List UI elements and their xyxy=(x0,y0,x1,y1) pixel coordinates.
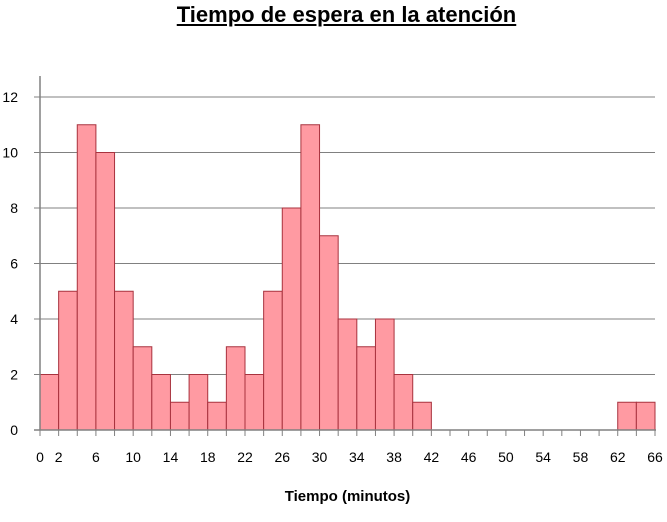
x-tick-label: 50 xyxy=(498,449,514,465)
x-tick-label: 2 xyxy=(55,449,63,465)
x-tick-label: 42 xyxy=(424,449,440,465)
histogram-bar xyxy=(225,346,246,431)
x-tick-label: 26 xyxy=(274,449,290,465)
x-tick-label: 46 xyxy=(461,449,477,465)
chart-title: Tiempo de espera en la atención xyxy=(176,2,517,27)
y-tick-label: 12 xyxy=(2,89,18,105)
x-tick-label: 6 xyxy=(92,449,100,465)
histogram-bar xyxy=(244,374,265,431)
histogram-bar xyxy=(300,124,321,431)
histogram-bar xyxy=(393,374,414,431)
x-tick-label: 54 xyxy=(535,449,551,465)
histogram-bar xyxy=(617,401,637,431)
histogram-bar xyxy=(151,374,171,431)
x-tick-label: 66 xyxy=(647,449,663,465)
histogram-bar xyxy=(263,290,283,431)
histogram-bar xyxy=(635,401,656,431)
histogram-bar xyxy=(412,401,432,431)
histogram-bar xyxy=(95,152,116,431)
histogram-bar xyxy=(188,374,209,431)
histogram-bar xyxy=(58,290,78,431)
x-axis-label: Tiempo (minutos) xyxy=(284,488,411,505)
histogram-bar xyxy=(39,374,60,431)
histogram-bar xyxy=(337,318,358,431)
y-tick-label: 8 xyxy=(10,200,18,216)
y-tick-label: 10 xyxy=(2,145,18,161)
y-tick-label: 0 xyxy=(10,422,18,438)
histogram-bar xyxy=(132,346,153,431)
x-tick-label: 10 xyxy=(125,449,141,465)
histogram-bar xyxy=(207,401,227,431)
x-tick-label: 0 xyxy=(36,449,44,465)
x-tick-label: 34 xyxy=(349,449,365,465)
x-tick-label: 30 xyxy=(312,449,328,465)
histogram-bar xyxy=(114,290,134,431)
histogram-bar xyxy=(374,318,395,431)
histogram-bar xyxy=(76,124,97,431)
x-tick-label: 38 xyxy=(386,449,402,465)
x-tick-label: 62 xyxy=(610,449,626,465)
histogram-bar xyxy=(319,235,339,431)
x-tick-label: 22 xyxy=(237,449,253,465)
histogram-bar xyxy=(281,207,302,431)
x-tick-label: 14 xyxy=(163,449,179,465)
x-tick-label: 58 xyxy=(573,449,589,465)
histogram-bar xyxy=(169,401,190,431)
y-tick-label: 2 xyxy=(10,367,18,383)
y-tick-label: 4 xyxy=(10,311,18,327)
x-tick-label: 18 xyxy=(200,449,216,465)
histogram-bar xyxy=(356,346,376,431)
y-tick-label: 6 xyxy=(10,256,18,272)
